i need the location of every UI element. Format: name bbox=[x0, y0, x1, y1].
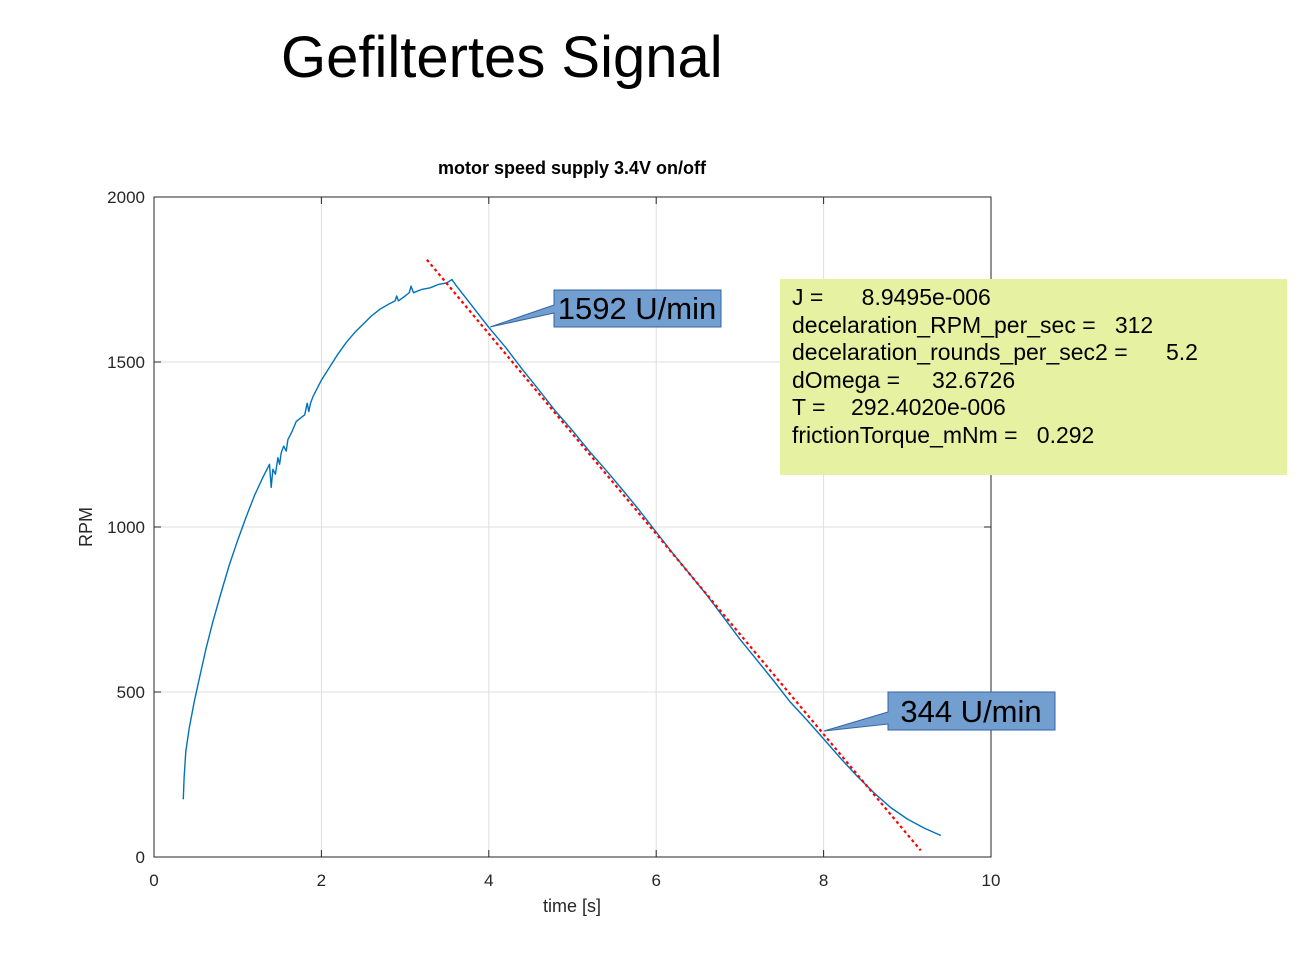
callout-344-box bbox=[823, 691, 1056, 732]
series-layer bbox=[182, 258, 942, 852]
y-tick-label: 1000 bbox=[107, 518, 145, 537]
info-line-friction-torque: frictionTorque_mNm = 0.292 bbox=[792, 421, 1095, 448]
info-line-domega: dOmega = 32.6726 bbox=[792, 366, 1016, 393]
callout-344-label: 344 U/min bbox=[900, 694, 1041, 729]
parameter-info-box: J = 8.9495e-006 decelaration_RPM_per_sec… bbox=[780, 279, 1287, 475]
callout-1592-box bbox=[489, 289, 722, 328]
x-tick-label: 0 bbox=[149, 871, 158, 890]
callout-1592-label: 1592 U/min bbox=[558, 291, 717, 326]
y-tick-label: 0 bbox=[136, 848, 145, 867]
y-axis-label: RPM bbox=[76, 507, 96, 547]
y-tick-label: 500 bbox=[117, 683, 145, 702]
callout-1592: 1592 U/min bbox=[489, 289, 722, 328]
x-tick-label: 2 bbox=[317, 871, 326, 890]
x-tick-label: 6 bbox=[651, 871, 660, 890]
x-tick-label: 4 bbox=[484, 871, 493, 890]
x-axis-label: time [s] bbox=[543, 896, 601, 916]
info-line-deceleration-rpm: decelaration_RPM_per_sec = 312 bbox=[792, 311, 1154, 338]
slide-title: Gefiltertes Signal bbox=[281, 25, 723, 90]
y-tick-label: 1500 bbox=[107, 353, 145, 372]
callout-344: 344 U/min bbox=[823, 691, 1056, 732]
chart-title: motor speed supply 3.4V on/off bbox=[438, 158, 707, 178]
linear-fit-line bbox=[426, 258, 922, 852]
y-tick-labels: 0 500 1000 1500 2000 bbox=[107, 188, 145, 867]
info-line-j: J = 8.9495e-006 bbox=[792, 284, 991, 310]
x-tick-label: 10 bbox=[982, 871, 1001, 890]
y-tick-label: 2000 bbox=[107, 188, 145, 207]
x-tick-label: 8 bbox=[819, 871, 828, 890]
x-tick-labels: 0 2 4 6 8 10 bbox=[149, 871, 1000, 890]
plot-frame bbox=[153, 196, 992, 858]
info-line-t: T = 292.4020e-006 bbox=[792, 394, 1006, 420]
info-line-deceleration-rounds: decelaration_rounds_per_sec2 = 5.2 bbox=[792, 339, 1198, 365]
